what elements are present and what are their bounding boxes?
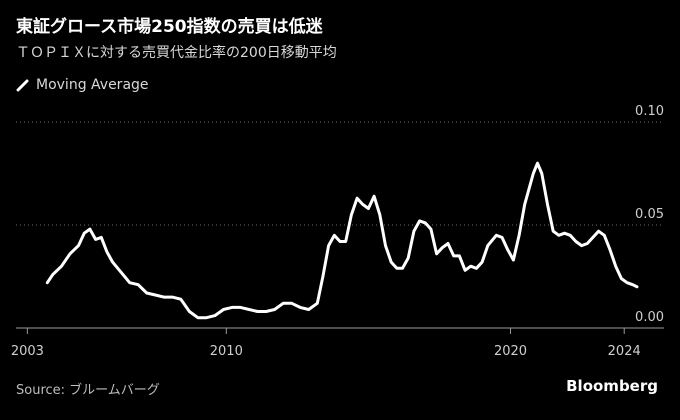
x-tick-label: 2010 [210,344,243,359]
legend-swatch-icon [16,79,29,91]
x-tick-label: 2024 [608,344,641,359]
legend: Moving Average [16,77,149,93]
y-tick-label: 0.00 [635,310,664,325]
series-line-moving-average [45,161,639,320]
legend-label: Moving Average [36,77,149,93]
source-note: Source: ブルームバーグ [16,383,160,398]
x-tick-label: 2020 [494,344,527,359]
y-tick-label: 0.05 [635,207,664,222]
x-tick-label: 2003 [11,344,44,359]
chart-title: 東証グロース市場250指数の売買は低迷 [16,17,323,37]
bloomberg-logo: Bloomberg [566,377,658,395]
chart-subtitle: ＴＯＰＩＸに対する売買代金比率の200日移動平均 [16,45,337,61]
y-tick-label: 0.10 [635,104,664,119]
